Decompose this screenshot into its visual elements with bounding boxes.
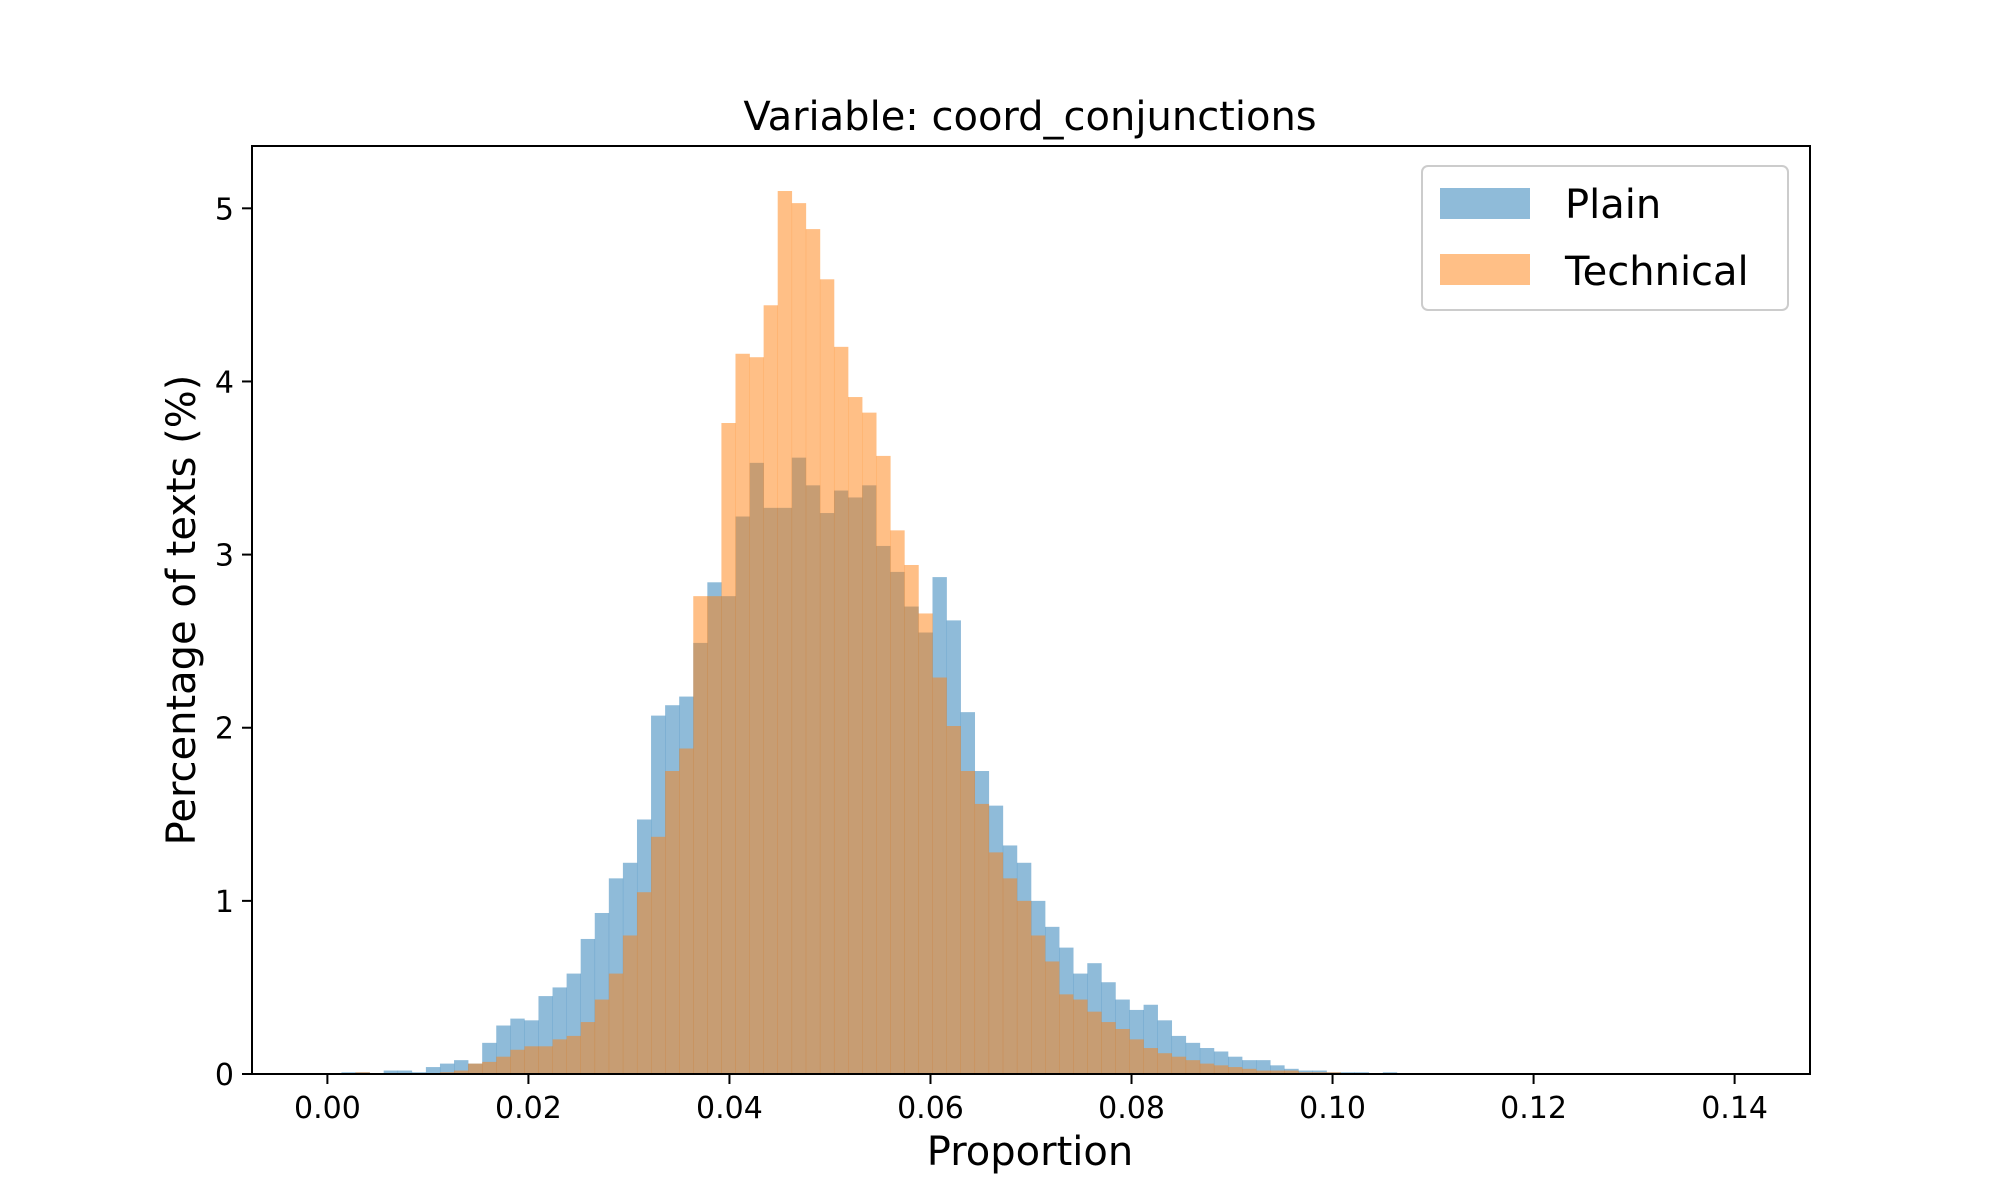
technical-bar	[608, 973, 624, 1074]
x-tick-label: 0.02	[495, 1091, 562, 1126]
plain-bar	[454, 1060, 469, 1074]
x-tick-label: 0.00	[294, 1091, 361, 1126]
x-tick-label: 0.10	[1299, 1091, 1366, 1126]
technical-bar	[904, 564, 919, 1074]
technical-bar	[735, 353, 750, 1074]
technical-bar	[524, 1046, 539, 1074]
technical-bar	[890, 530, 905, 1074]
technical-bar	[538, 1046, 553, 1074]
x-tick-label: 0.04	[696, 1091, 763, 1126]
x-tick-label: 0.14	[1701, 1091, 1768, 1126]
technical-bar	[805, 229, 821, 1075]
technical-bar	[1073, 999, 1088, 1074]
y-tick-label: 1	[215, 885, 234, 920]
technical-bar	[707, 596, 722, 1074]
technical-bar	[763, 305, 778, 1074]
technical-bar	[791, 203, 807, 1074]
technical-bar	[1002, 878, 1018, 1074]
technical-bar	[1115, 1028, 1130, 1074]
technical-bar	[580, 1022, 596, 1074]
x-tick-label: 0.08	[1098, 1091, 1165, 1126]
technical-bar	[721, 423, 736, 1074]
technical-bar	[1242, 1068, 1257, 1074]
technical-bar	[862, 412, 877, 1074]
technical-bar	[918, 613, 933, 1074]
y-axis-label: Percentage of texts (%)	[159, 375, 205, 846]
technical-bar	[848, 397, 863, 1074]
technical-bar	[1270, 1070, 1285, 1074]
technical-series-bars	[355, 191, 1341, 1075]
technical-bar	[693, 596, 708, 1074]
technical-bar	[960, 771, 976, 1074]
technical-bar	[1256, 1070, 1271, 1074]
plain-bar	[1256, 1060, 1271, 1074]
technical-bar	[482, 1061, 497, 1074]
technical-bar	[1171, 1056, 1187, 1074]
technical-bar	[876, 455, 891, 1074]
technical-bar	[1129, 1039, 1144, 1074]
technical-bar	[946, 726, 961, 1074]
technical-bar	[636, 892, 652, 1074]
chart-title: Variable: coord_conjunctions	[743, 94, 1316, 140]
technical-bar	[819, 279, 835, 1074]
technical-bar	[1143, 1048, 1158, 1074]
technical-bar	[651, 836, 666, 1074]
x-axis-label: Proportion	[927, 1129, 1133, 1175]
technical-bar	[594, 999, 610, 1074]
technical-bar	[1045, 961, 1060, 1074]
technical-bar	[510, 1049, 525, 1074]
technical-bar	[496, 1056, 511, 1074]
technical-bar	[1031, 935, 1046, 1074]
legend-swatch-plain	[1440, 188, 1530, 219]
technical-bar	[988, 852, 1004, 1074]
technical-bar	[665, 771, 680, 1074]
x-tick-label: 0.12	[1500, 1091, 1567, 1126]
technical-bar	[1087, 1011, 1102, 1074]
technical-bar	[552, 1039, 567, 1074]
plot-frame	[251, 145, 1811, 1075]
technical-bar	[1101, 1022, 1116, 1074]
x-axis: 0.00 0.02 0.04 0.06 0.08 0.10 0.12 0.14	[294, 1074, 1768, 1126]
technical-bar	[777, 191, 793, 1074]
technical-bar	[974, 803, 990, 1074]
technical-bar	[1016, 900, 1032, 1074]
plain-bar	[397, 1070, 413, 1074]
technical-bar	[454, 1070, 469, 1074]
technical-bar	[833, 346, 849, 1075]
technical-bar	[1199, 1063, 1215, 1074]
technical-bar	[566, 1035, 581, 1074]
legend-label-technical: Technical	[1564, 249, 1749, 295]
technical-bar	[622, 935, 638, 1074]
legend: Plain Technical	[1421, 165, 1789, 311]
plain-bar	[425, 1067, 441, 1074]
y-tick-label: 3	[215, 539, 234, 574]
legend-label-plain: Plain	[1565, 182, 1661, 228]
technical-bar	[468, 1063, 483, 1074]
legend-swatch-technical	[1440, 254, 1530, 285]
technical-bar	[1157, 1053, 1173, 1074]
y-tick-label: 5	[215, 192, 234, 227]
technical-bar	[749, 357, 764, 1075]
y-tick-label: 2	[215, 712, 234, 747]
technical-bar	[932, 677, 947, 1074]
y-tick-label: 4	[215, 365, 234, 400]
technical-bar	[1284, 1070, 1299, 1074]
technical-bar	[1185, 1060, 1201, 1074]
technical-bar	[1059, 994, 1074, 1074]
plain-bar	[383, 1070, 399, 1074]
plain-bar	[439, 1063, 455, 1074]
technical-bar	[1228, 1067, 1243, 1074]
y-tick-label: 0	[215, 1058, 234, 1093]
plain-bar	[1270, 1065, 1285, 1074]
technical-bar	[1213, 1065, 1229, 1074]
x-tick-label: 0.06	[897, 1091, 964, 1126]
technical-bar	[679, 748, 694, 1074]
y-axis: 0 1 2 3 4 5	[215, 192, 252, 1093]
